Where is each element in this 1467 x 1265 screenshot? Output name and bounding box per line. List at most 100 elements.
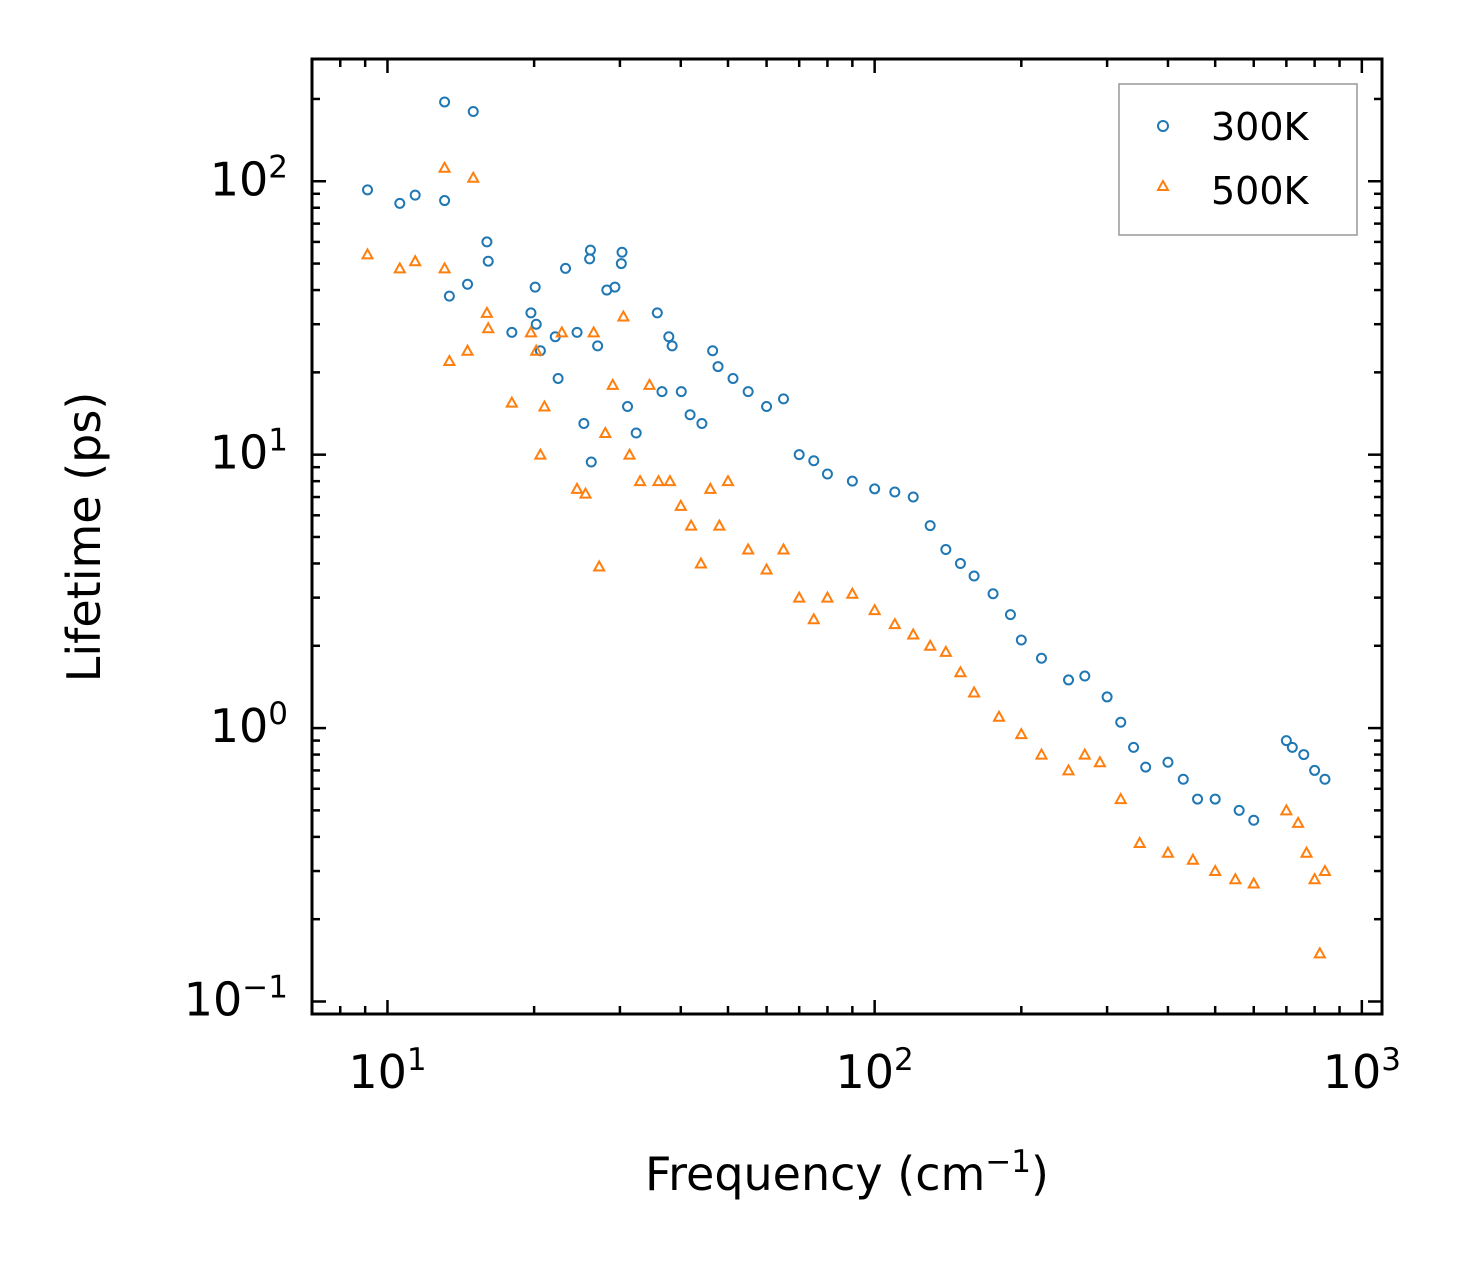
data-point-300K [666, 340, 678, 352]
data-point-300K [821, 468, 833, 480]
data-point-300K [793, 449, 805, 461]
data-point-300K [362, 184, 374, 196]
data-point-300K [571, 326, 583, 338]
data-point-300K [616, 246, 628, 258]
data-point-500K [633, 474, 647, 487]
data-point-300K [1319, 773, 1331, 785]
data-point-500K [1093, 755, 1107, 768]
plot-area [360, 96, 1332, 959]
data-point-500K [939, 644, 953, 657]
data-point-500K [1014, 727, 1029, 740]
plot-frame [310, 57, 1384, 1016]
series-300K [362, 96, 1331, 826]
data-point-300K [651, 307, 663, 319]
data-point-300K [1063, 674, 1075, 686]
data-point-500K [437, 160, 452, 173]
data-point-500K [555, 325, 569, 338]
data-point-300K [684, 409, 696, 421]
data-point-300K [1035, 652, 1047, 664]
data-point-300K [615, 258, 627, 270]
data-point-300K [907, 491, 919, 503]
data-point-300K [1128, 741, 1140, 753]
data-point-500K [1318, 863, 1332, 877]
data-point-500K [592, 559, 606, 572]
data-point-500K [992, 709, 1006, 722]
legend-marker-500k [1156, 178, 1170, 191]
data-point-500K [1291, 815, 1305, 828]
data-point-500K [953, 665, 968, 678]
data-point-300K [940, 543, 952, 555]
data-point-500K [967, 685, 981, 698]
data-point-300K [525, 307, 537, 319]
data-point-300K [778, 393, 790, 405]
data-point-500K [1186, 852, 1200, 865]
data-point-500K [807, 612, 821, 625]
data-point-300K [530, 318, 542, 330]
data-point-500K [792, 590, 806, 603]
legend: 300K 500K [1118, 83, 1358, 236]
data-point-300K [439, 96, 451, 108]
legend-label-500k: 500K [1211, 169, 1310, 213]
data-point-500K [888, 617, 902, 630]
data-point-500K [1061, 763, 1076, 776]
data-point-500K [1034, 747, 1049, 760]
y-tick-label: 10−1 [184, 969, 288, 1026]
data-point-300K [481, 236, 493, 248]
data-point-500K [759, 562, 774, 575]
data-point-300K [1115, 716, 1127, 728]
data-point-300K [585, 456, 597, 468]
y-tick-label: 102 [210, 149, 288, 206]
data-point-500K [466, 170, 480, 183]
data-point-500K [616, 309, 631, 322]
data-point-500K [1078, 747, 1092, 760]
data-point-300K [889, 486, 901, 498]
data-point-500K [651, 474, 666, 487]
data-point-300K [1309, 764, 1321, 776]
data-point-500K [598, 425, 613, 439]
data-point-300K [630, 427, 642, 439]
tick-labels: 101 102 103 10−1 100 101 102 [184, 149, 1401, 1099]
data-point-300K [1280, 735, 1292, 747]
data-point-500K [1114, 792, 1128, 805]
data-point-500K [570, 481, 584, 494]
data-point-500K [480, 305, 494, 318]
data-point-300K [560, 262, 572, 274]
data-point-300K [1079, 670, 1091, 682]
data-point-500K [721, 474, 735, 487]
data-point-500K [505, 395, 519, 408]
data-point-300K [1233, 804, 1245, 816]
data-point-300K [1004, 609, 1016, 621]
data-point-300K [696, 418, 708, 430]
data-point-300K [529, 281, 541, 293]
data-point-500K [642, 377, 657, 390]
data-point-300K [924, 520, 936, 532]
data-point-300K [727, 372, 739, 384]
data-point-500K [1208, 863, 1222, 877]
data-point-300K [584, 253, 596, 265]
data-point-300K [675, 386, 687, 398]
data-point-500K [360, 247, 375, 260]
data-point-500K [1279, 803, 1294, 816]
data-point-300K [439, 195, 451, 207]
data-point-500K [694, 556, 708, 569]
data-point-300K [1162, 756, 1174, 768]
data-point-500K [529, 343, 543, 356]
data-point-300K [1248, 814, 1260, 826]
data-point-500K [393, 261, 407, 274]
legend-box [1118, 83, 1358, 236]
legend-marker-300k [1157, 120, 1169, 132]
data-point-500K [867, 603, 882, 616]
data-point-500K [684, 518, 698, 531]
y-tick-label: 101 [210, 423, 288, 480]
data-point-300K [1015, 634, 1027, 646]
data-point-500K [442, 353, 457, 367]
data-point-500K [481, 321, 495, 334]
data-point-300K [1209, 793, 1221, 805]
x-tick-label: 102 [836, 1042, 914, 1099]
data-point-300K [552, 372, 564, 384]
data-point-300K [712, 361, 724, 373]
data-point-300K [968, 570, 980, 582]
data-point-300K [462, 278, 474, 290]
data-point-300K [761, 401, 773, 413]
